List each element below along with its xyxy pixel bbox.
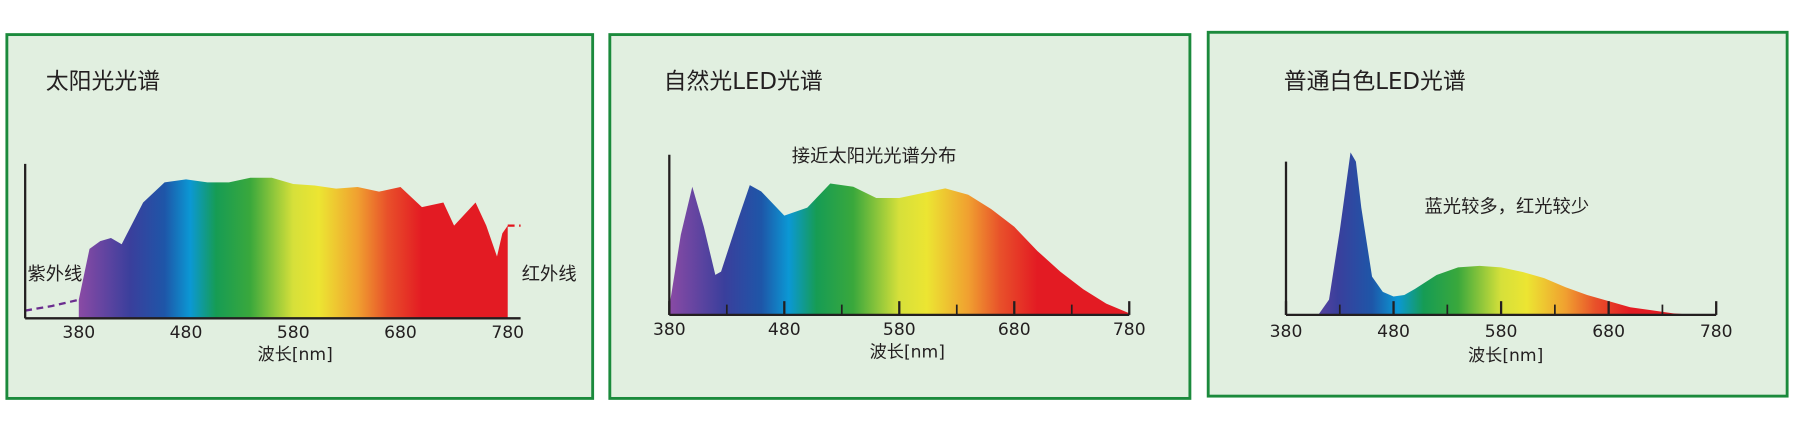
x-axis-title: 波长[nm] (1468, 346, 1543, 366)
x-axis-title: 波长[nm] (258, 345, 333, 365)
chart-title: 太阳光光谱 (46, 69, 160, 95)
annotation: 紫外线 (27, 264, 82, 285)
spectrum-area (669, 183, 1130, 315)
annotation: 蓝光较多，红光较少 (1424, 196, 1589, 217)
x-tick-label: 780 (1700, 322, 1733, 342)
x-tick-label: 680 (384, 323, 417, 343)
annotation: 接近太阳光光谱分布 (792, 146, 957, 167)
x-tick-label: 480 (768, 320, 801, 340)
x-tick-label: 380 (653, 320, 686, 340)
x-tick-label: 380 (62, 323, 95, 343)
spectrum-area (1318, 152, 1695, 315)
x-tick-label: 580 (883, 320, 916, 340)
x-tick-label: 780 (491, 323, 524, 343)
panel (608, 33, 1192, 400)
x-tick-label: 680 (1592, 322, 1625, 342)
annotation: 红外线 (522, 264, 577, 285)
x-tick-label: 480 (170, 323, 203, 343)
x-tick-label: 680 (998, 320, 1031, 340)
x-tick-label: 580 (277, 323, 310, 343)
dashed-line (24, 298, 80, 312)
x-tick-label: 780 (1113, 320, 1146, 340)
spectrum-area (78, 177, 508, 319)
x-tick-label: 380 (1270, 322, 1303, 342)
x-axis-title: 波长[nm] (870, 343, 945, 363)
panel (1206, 30, 1789, 398)
chart-title: 自然光LED光谱 (664, 69, 823, 95)
x-tick-label: 580 (1485, 322, 1518, 342)
chart-title: 普通白色LED光谱 (1284, 69, 1466, 95)
x-tick-label: 480 (1377, 322, 1410, 342)
